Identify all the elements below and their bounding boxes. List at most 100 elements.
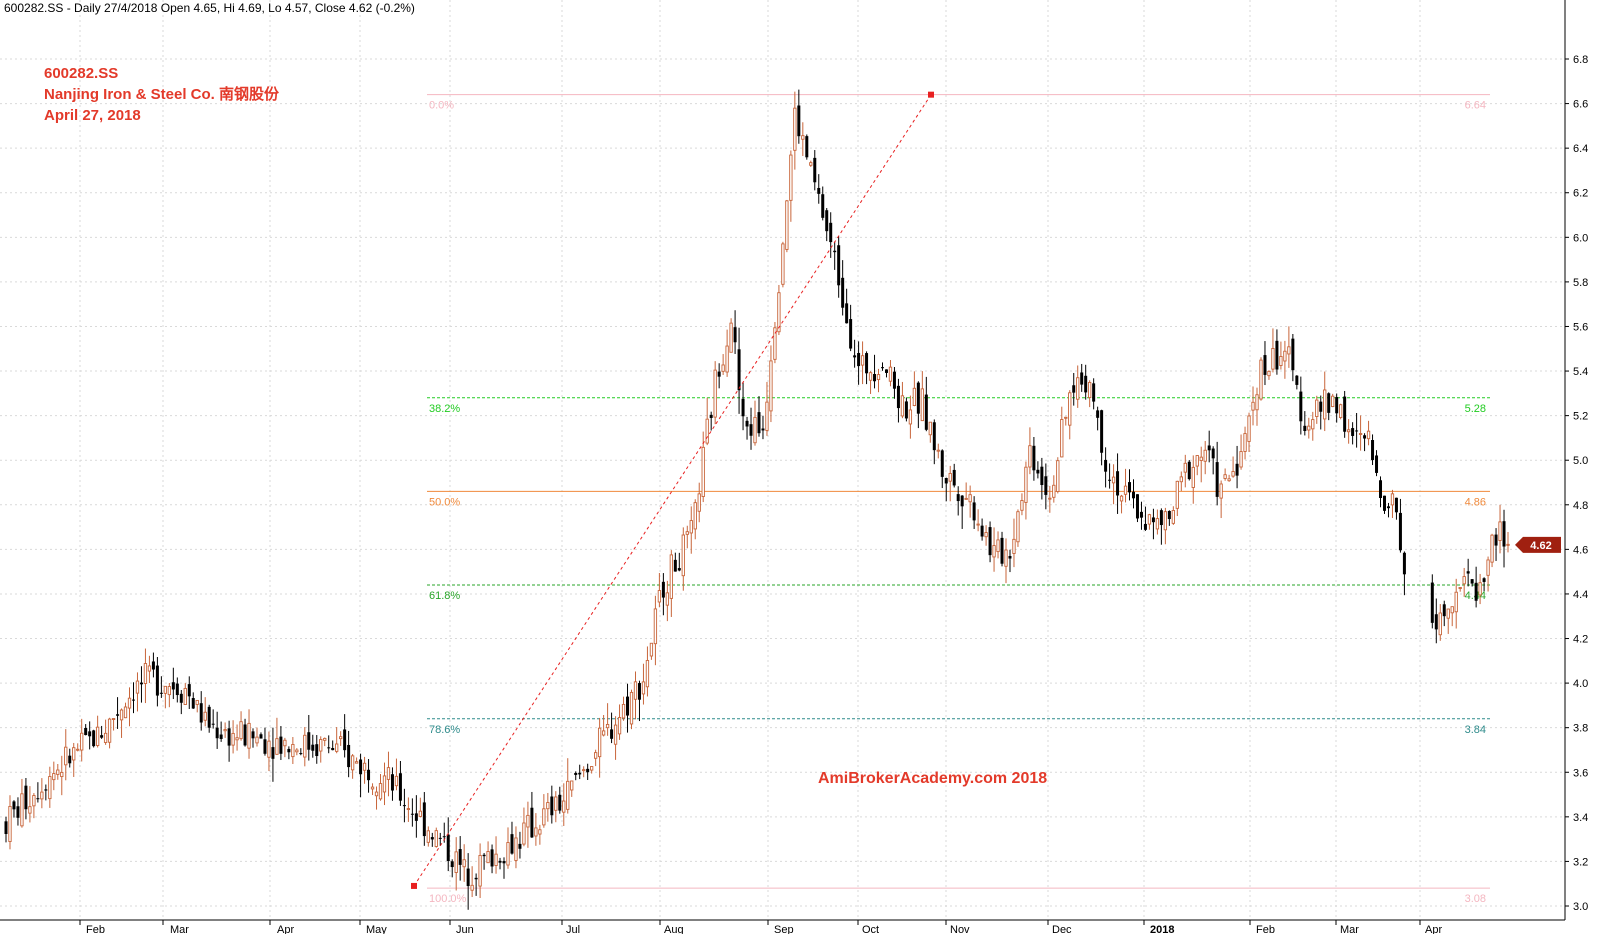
candle <box>1088 380 1092 408</box>
candle <box>211 709 215 729</box>
candle <box>964 482 968 500</box>
candle-body <box>1040 466 1044 486</box>
candle-body <box>653 608 658 645</box>
candle-body <box>956 494 960 502</box>
candle <box>538 824 542 845</box>
candle-body <box>1187 461 1191 480</box>
candle-body <box>478 854 482 887</box>
candle-body <box>343 729 347 751</box>
candle <box>1454 578 1458 629</box>
candle-body <box>398 773 402 801</box>
candle <box>920 371 924 422</box>
grid <box>0 0 1565 920</box>
candle <box>1279 341 1283 370</box>
candle <box>629 689 634 730</box>
candle-body <box>1000 537 1004 564</box>
candle-body <box>793 107 797 151</box>
candle-body <box>1227 478 1231 482</box>
candle-body <box>8 805 12 842</box>
candle-body <box>1255 394 1259 411</box>
candle <box>1319 395 1323 430</box>
candle-body <box>275 738 279 755</box>
candle-body <box>1323 389 1327 420</box>
x-tick-label: Dec <box>1052 924 1072 934</box>
candle <box>677 552 681 572</box>
candle <box>1008 549 1012 573</box>
candle-body <box>1478 582 1482 596</box>
candle-body <box>231 732 235 746</box>
candle <box>116 697 120 729</box>
candle-body <box>283 739 287 747</box>
x-axis: Feb Mar Apr May Jun Jul Aug Sep Oct Nov Dec 2018 Feb… <box>0 919 1565 934</box>
candle-body <box>163 685 168 694</box>
candle <box>1108 463 1112 489</box>
candle-body <box>1303 425 1307 431</box>
candle-body <box>510 834 514 854</box>
candle-body <box>1012 538 1016 554</box>
x-tick-label: Mar <box>1340 924 1359 934</box>
candle-body <box>685 531 689 535</box>
candle <box>1036 461 1040 479</box>
candle-body <box>48 776 52 800</box>
candle <box>354 757 359 764</box>
candle <box>1291 333 1295 382</box>
candle <box>199 691 203 731</box>
candle-body <box>693 502 697 530</box>
candle <box>940 449 944 489</box>
candle <box>1462 567 1466 597</box>
candle-body <box>1311 419 1315 430</box>
candle <box>1343 390 1347 438</box>
candle-body <box>637 683 641 700</box>
candle-body <box>1371 440 1375 461</box>
candle-body <box>1434 614 1438 630</box>
candle <box>119 708 124 738</box>
candle <box>179 690 183 715</box>
candle <box>267 731 271 772</box>
candle <box>1390 489 1395 518</box>
candle-body <box>1482 578 1486 582</box>
candle <box>426 826 430 847</box>
candle <box>390 767 394 801</box>
candle-body <box>426 830 430 843</box>
candle <box>1215 441 1219 506</box>
candle-body <box>1259 359 1263 400</box>
candle-body <box>749 424 753 436</box>
x-tick-label: Aug <box>664 924 684 934</box>
candle <box>785 199 789 253</box>
candle-body <box>884 369 888 373</box>
candle-body <box>211 723 215 725</box>
candle <box>1139 501 1143 530</box>
candle-body <box>1092 383 1096 402</box>
candle-body <box>147 665 152 672</box>
y-tick-label: 5.4 <box>1573 366 1588 378</box>
candle-body <box>1394 497 1398 513</box>
candle <box>928 421 932 443</box>
candle <box>458 836 462 881</box>
candle-body <box>1175 480 1179 509</box>
candle-body <box>227 728 231 746</box>
candle-body <box>1088 381 1092 399</box>
candle <box>1191 455 1195 504</box>
candle-body <box>797 105 801 137</box>
candle-body <box>462 859 466 868</box>
candle-body <box>1052 484 1056 498</box>
candle-body <box>936 449 940 452</box>
candle <box>498 857 502 870</box>
candle-body <box>243 724 247 746</box>
candle <box>960 495 964 529</box>
candle-body <box>1116 471 1120 496</box>
candle-body <box>1470 579 1474 584</box>
candle-body <box>876 374 881 381</box>
candle <box>829 212 833 258</box>
candle-body <box>319 739 323 752</box>
candle-body <box>1363 435 1367 439</box>
candle <box>331 740 335 751</box>
candle-body <box>972 502 976 521</box>
candle <box>1223 468 1227 481</box>
y-tick-label: 6.6 <box>1573 99 1588 111</box>
candle <box>626 683 630 733</box>
candle-body <box>757 412 761 434</box>
x-tick-label: Nov <box>950 924 970 934</box>
candle-body <box>578 772 582 775</box>
candle <box>279 725 283 761</box>
